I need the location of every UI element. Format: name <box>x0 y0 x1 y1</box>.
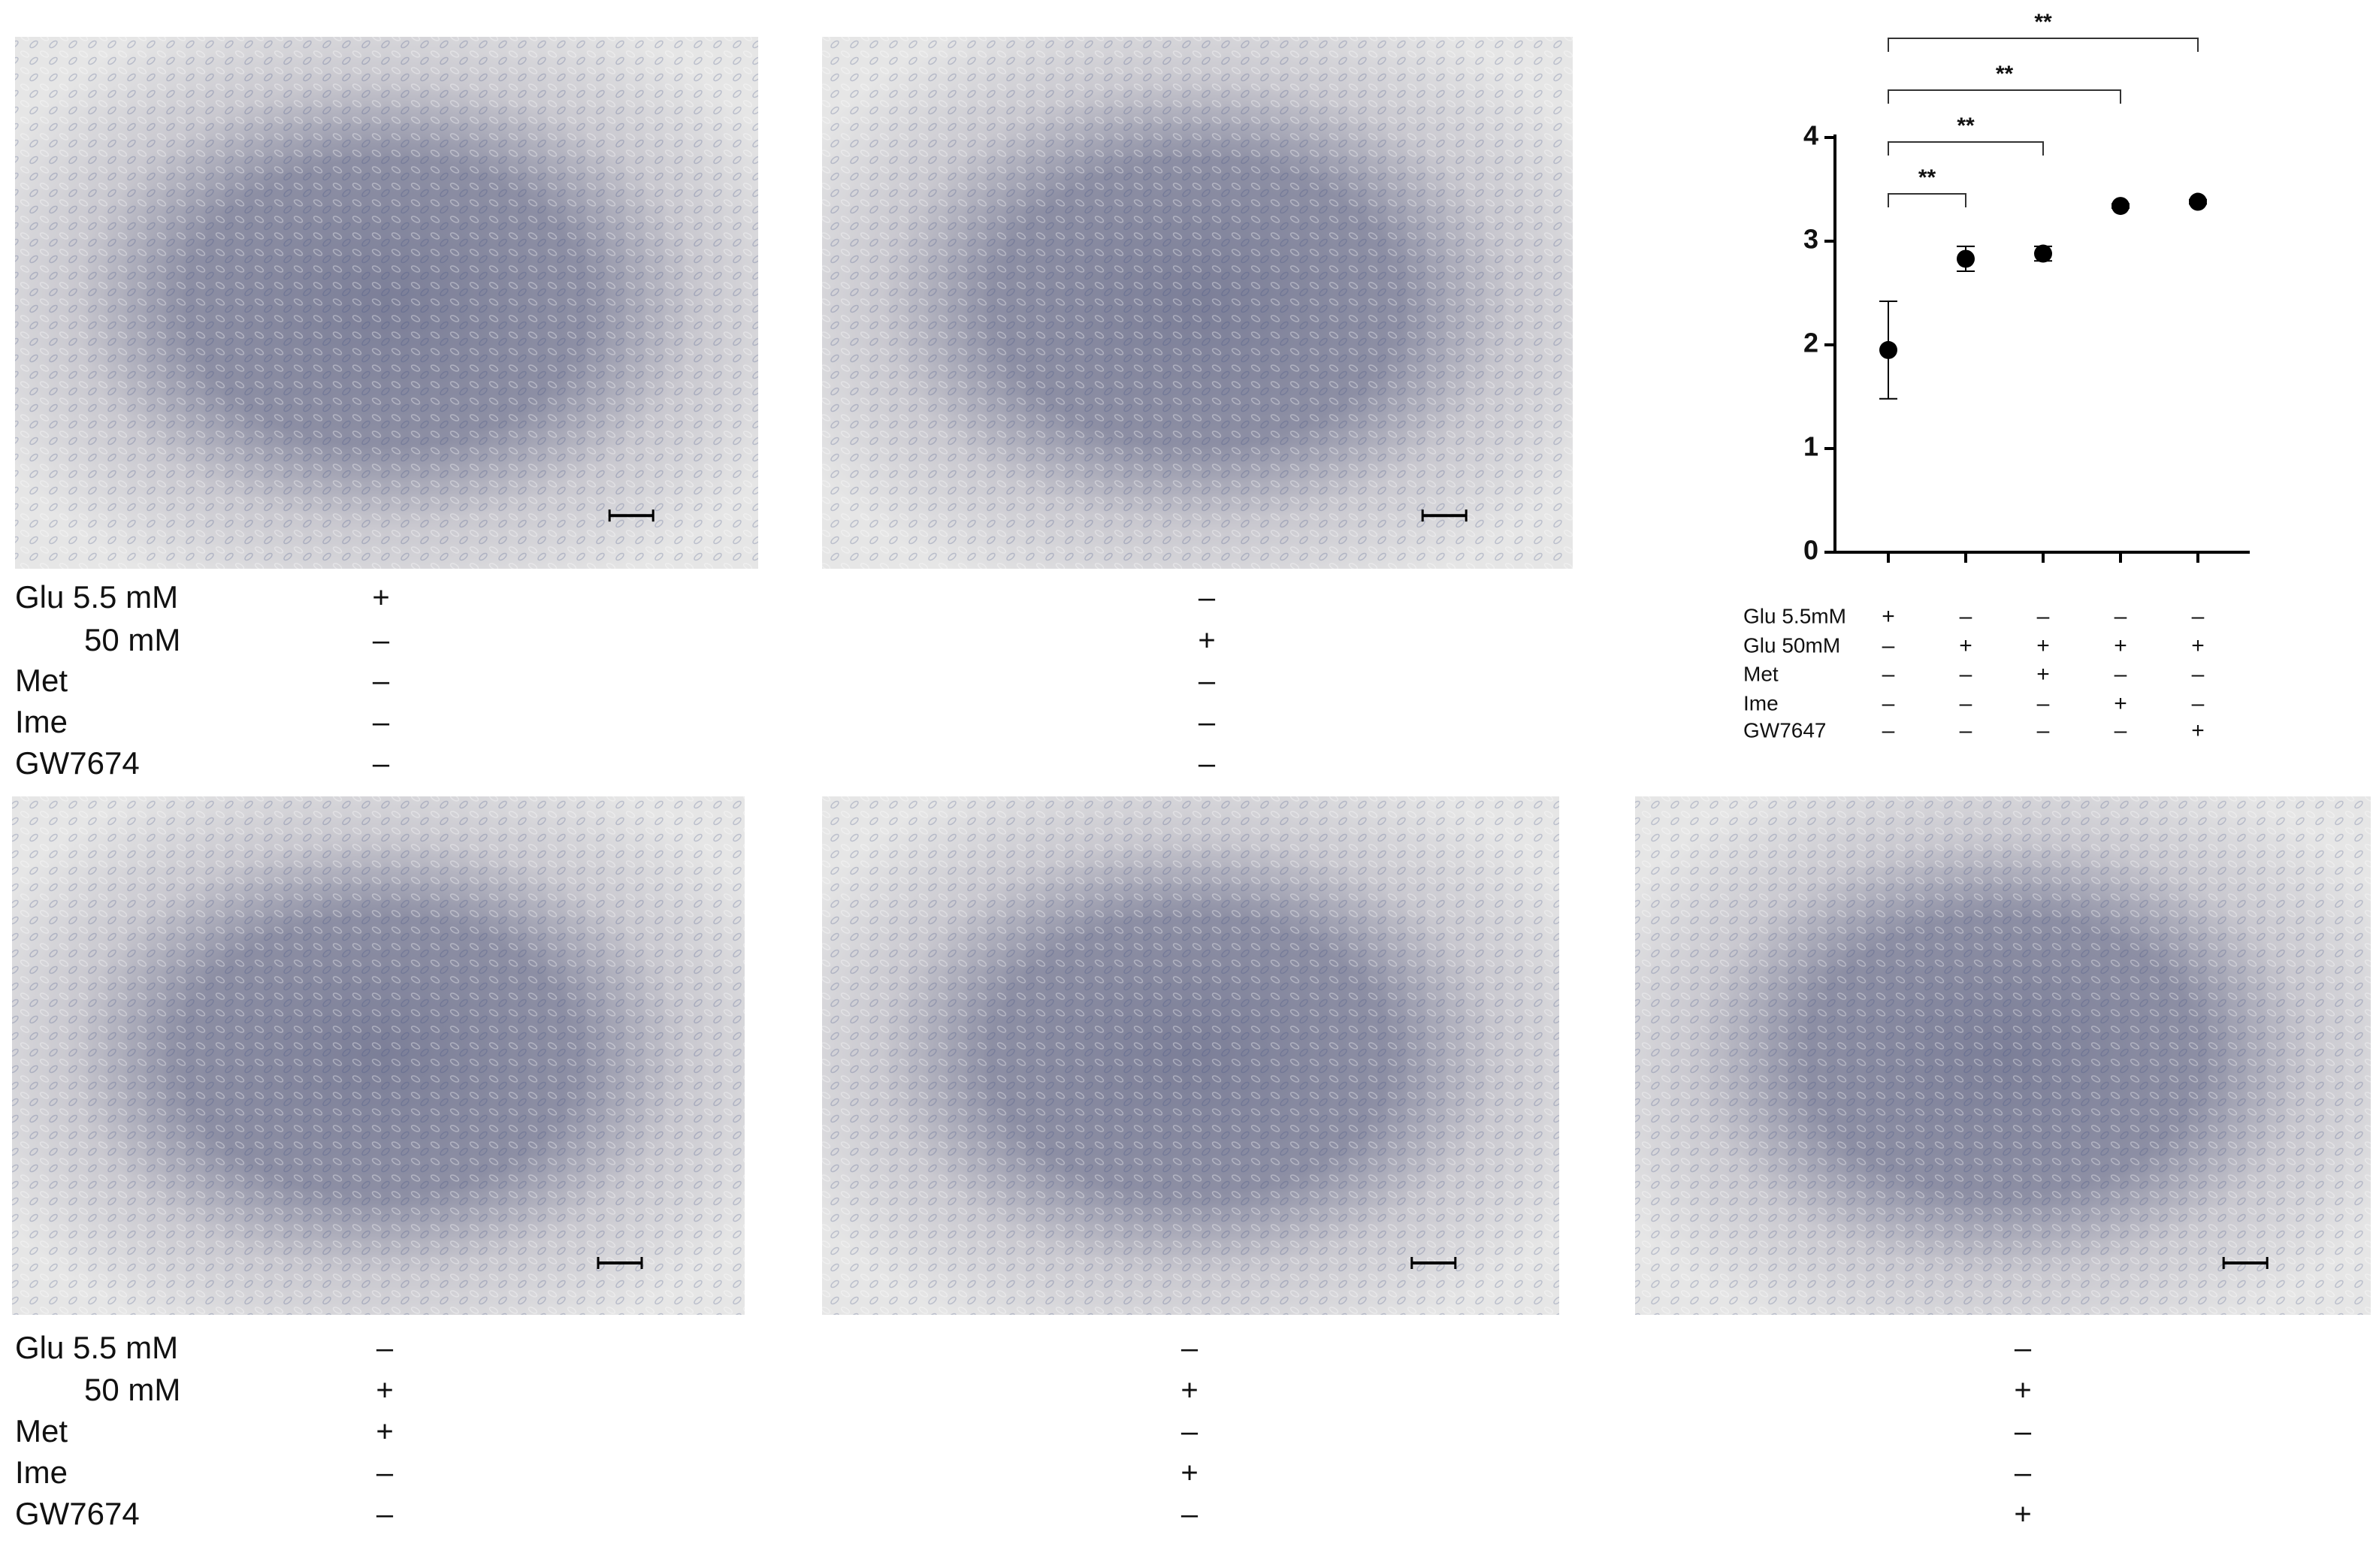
condition-sign: – <box>1199 582 1216 615</box>
condition-sign: – <box>2192 662 2205 687</box>
micrograph-texture <box>822 796 1559 1315</box>
condition-sign: – <box>376 1332 394 1365</box>
y-tick-label: 0 <box>1803 535 1818 566</box>
condition-sign: – <box>373 624 390 657</box>
condition-sign: – <box>2192 604 2205 629</box>
condition-sign: + <box>1959 633 1972 658</box>
condition-sign: + <box>2191 633 2205 658</box>
condition-label: Glu 50mM <box>1743 633 1840 657</box>
condition-sign: + <box>1882 604 1895 629</box>
condition-sign: – <box>1199 748 1216 781</box>
significance-bracket <box>1888 141 2044 156</box>
condition-sign: + <box>2036 633 2050 658</box>
y-tick-label: 3 <box>1803 224 1818 255</box>
row-label: Glu 5.5 mM <box>15 579 178 615</box>
significance-bracket <box>1888 38 2199 52</box>
data-point <box>1879 340 1897 359</box>
significance-bracket <box>1888 193 1966 207</box>
condition-sign: + <box>2036 662 2050 687</box>
condition-sign: – <box>1960 604 1972 629</box>
condition-sign: – <box>2037 691 2050 716</box>
condition-sign: + <box>2014 1498 2031 1531</box>
row-label: Met <box>15 1413 68 1449</box>
y-tick-label: 2 <box>1803 328 1818 358</box>
micrograph-texture <box>822 37 1573 569</box>
condition-label: Glu 5.5mM <box>1743 604 1846 627</box>
condition-sign: – <box>1960 718 1972 743</box>
micrograph-texture <box>12 796 745 1315</box>
condition-sign: – <box>2037 718 2050 743</box>
condition-sign: – <box>373 748 390 781</box>
condition-sign: – <box>1181 1415 1199 1449</box>
row-label: Ime <box>15 704 68 739</box>
data-point <box>2034 244 2052 263</box>
significance-bracket <box>1888 89 2121 104</box>
condition-sign: + <box>2114 691 2127 716</box>
row-label: GW7674 <box>15 1496 140 1531</box>
condition-label: Met <box>1743 662 1779 685</box>
condition-sign: – <box>2037 604 2050 629</box>
row-label: 50 mM <box>84 622 180 657</box>
condition-sign: – <box>2192 691 2205 716</box>
condition-sign: – <box>2114 604 2127 629</box>
row-label: Glu 5.5 mM <box>15 1330 178 1365</box>
significance-label: ** <box>1957 113 1975 138</box>
condition-sign: – <box>2015 1332 2032 1365</box>
condition-sign: + <box>1198 624 1215 657</box>
condition-sign: – <box>376 1498 394 1531</box>
condition-sign: + <box>376 1415 393 1449</box>
condition-sign: – <box>2114 718 2127 743</box>
micrograph-texture <box>15 37 758 569</box>
significance-label: ** <box>1996 62 2014 86</box>
significance-label: ** <box>1918 165 1936 190</box>
condition-sign: – <box>1199 706 1216 739</box>
condition-sign: – <box>376 1457 394 1490</box>
condition-sign: – <box>1960 662 1972 687</box>
condition-sign: – <box>1181 1332 1199 1365</box>
condition-label: GW7647 <box>1743 718 1827 742</box>
data-point <box>2189 192 2207 211</box>
micrograph-texture <box>1635 796 2371 1315</box>
condition-sign: – <box>373 706 390 739</box>
data-point <box>2111 197 2130 216</box>
condition-sign: + <box>372 582 389 615</box>
condition-sign: + <box>376 1374 393 1407</box>
condition-sign: – <box>1882 633 1895 658</box>
row-label: Ime <box>15 1455 68 1490</box>
significance-label: ** <box>2034 10 2052 35</box>
condition-label: Ime <box>1743 691 1779 715</box>
condition-sign: + <box>1180 1374 1198 1407</box>
y-tick-label: 4 <box>1803 120 1818 151</box>
row-label: Met <box>15 663 68 698</box>
condition-sign: – <box>2114 662 2127 687</box>
condition-sign: + <box>2114 633 2127 658</box>
condition-sign: + <box>1180 1457 1198 1490</box>
condition-sign: – <box>1882 718 1895 743</box>
condition-sign: – <box>1199 665 1216 698</box>
condition-sign: – <box>1960 691 1972 716</box>
condition-sign: – <box>373 665 390 698</box>
row-label: GW7674 <box>15 745 140 781</box>
condition-sign: – <box>1181 1498 1199 1531</box>
condition-sign: – <box>2015 1415 2032 1449</box>
data-point <box>1957 249 1975 268</box>
condition-sign: – <box>1882 691 1895 716</box>
condition-sign: – <box>2015 1457 2032 1490</box>
y-tick-label: 1 <box>1803 431 1818 462</box>
condition-sign: + <box>2014 1374 2031 1407</box>
row-label: 50 mM <box>84 1372 180 1407</box>
condition-sign: + <box>2191 718 2205 743</box>
condition-sign: – <box>1882 662 1895 687</box>
